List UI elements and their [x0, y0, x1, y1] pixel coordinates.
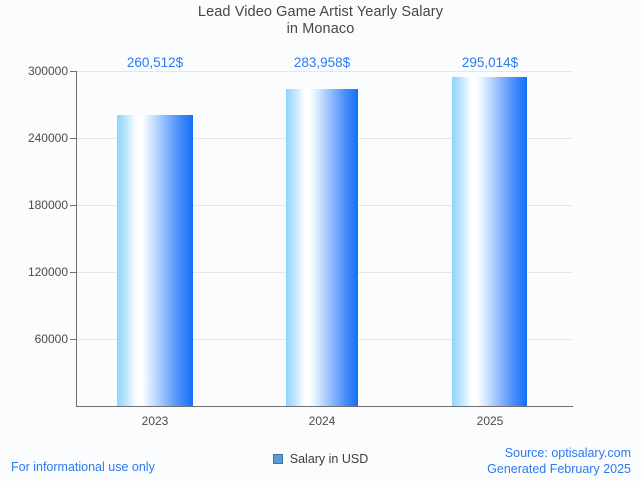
y-tick-label: 180000 — [27, 198, 68, 212]
y-tick-mark — [70, 205, 76, 206]
y-tick-label: 60000 — [34, 332, 68, 346]
value-label-2023: 260,512$ — [126, 55, 184, 70]
x-tick-label-2025: 2025 — [476, 414, 504, 428]
value-label-2024: 283,958$ — [293, 55, 351, 70]
chart-title: Lead Video Game Artist Yearly Salary in … — [197, 4, 444, 37]
y-tick-mark — [70, 272, 76, 273]
legend-swatch-icon — [272, 454, 283, 464]
y-tick-label: 120000 — [27, 265, 68, 279]
bar-2023[interactable] — [117, 115, 193, 406]
chart-legend: Salary in USD — [0, 452, 641, 466]
y-tick-label: 300000 — [27, 64, 68, 78]
value-label-2025: 295,014$ — [461, 55, 519, 70]
gridline — [76, 71, 572, 72]
y-tick-mark — [70, 138, 76, 139]
y-tick-mark — [70, 71, 76, 72]
source-line: Source: optisalary.com — [504, 446, 631, 460]
disclaimer-text: For informational use only — [11, 460, 155, 474]
y-tick-mark — [70, 339, 76, 340]
y-axis-tick-labels: 300000 240000 180000 120000 60000 — [0, 0, 68, 481]
x-tick-label-2024: 2024 — [308, 414, 336, 428]
bar-2025[interactable] — [452, 77, 527, 406]
legend-item-salary[interactable]: Salary in USD — [272, 452, 369, 466]
x-tick-label-2023: 2023 — [141, 414, 169, 428]
generated-line: Generated February 2025 — [487, 462, 631, 476]
bar-2024[interactable] — [286, 89, 358, 406]
x-axis-line — [76, 406, 573, 407]
y-tick-label: 240000 — [27, 131, 68, 145]
y-axis-line — [76, 71, 77, 407]
legend-label: Salary in USD — [289, 452, 369, 466]
source-credit: Source: optisalary.com Generated Februar… — [487, 445, 631, 477]
plot-area — [76, 71, 572, 406]
